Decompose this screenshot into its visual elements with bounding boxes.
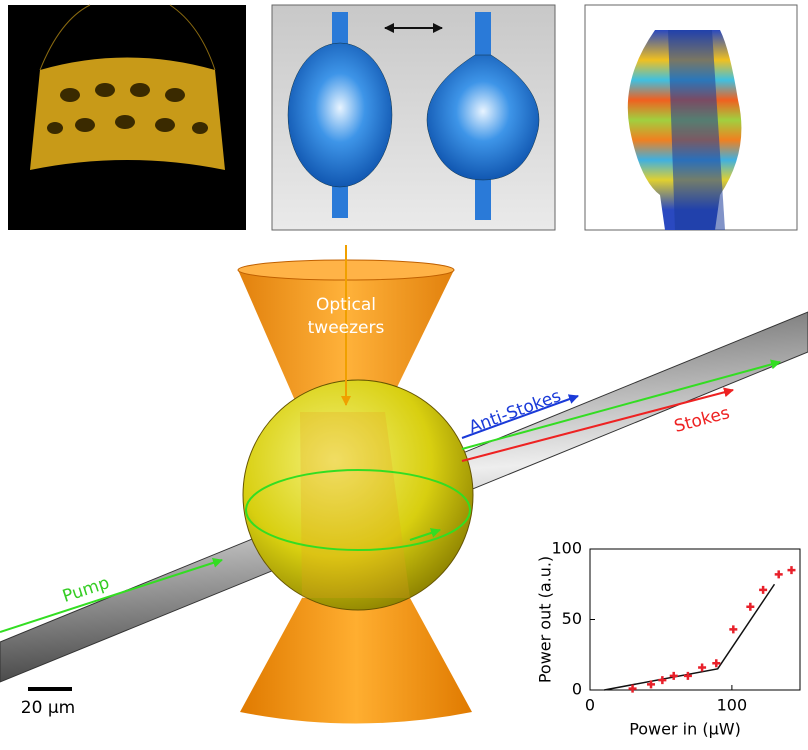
y-axis-label: Power out (a.u.) bbox=[536, 556, 555, 683]
y-tick-label: 100 bbox=[551, 539, 582, 558]
plot-frame bbox=[590, 549, 800, 690]
inset-chart: 0 50 100 0 100 Power in (µW) Power out (a.u.) bbox=[536, 539, 801, 739]
y-tick-label: 50 bbox=[562, 609, 582, 628]
panel-resonator-mode bbox=[585, 5, 797, 230]
x-tick-label: 100 bbox=[717, 696, 748, 715]
figure: Optical tweezers Anti-Stokes Stokes Pump… bbox=[0, 0, 808, 746]
lower-cone bbox=[240, 598, 472, 724]
tweezers-label: tweezers bbox=[308, 318, 385, 338]
x-tick-label: 0 bbox=[585, 696, 595, 715]
x-axis-label: Power in (µW) bbox=[629, 720, 741, 739]
y-tick-label: 0 bbox=[572, 680, 582, 699]
scale-label: 20 µm bbox=[21, 698, 75, 718]
panel-fluorescence bbox=[8, 5, 246, 230]
stokes-label: Stokes bbox=[672, 403, 732, 437]
tweezers-label: Optical bbox=[316, 295, 376, 315]
panel-bottle-shapes bbox=[272, 5, 555, 230]
